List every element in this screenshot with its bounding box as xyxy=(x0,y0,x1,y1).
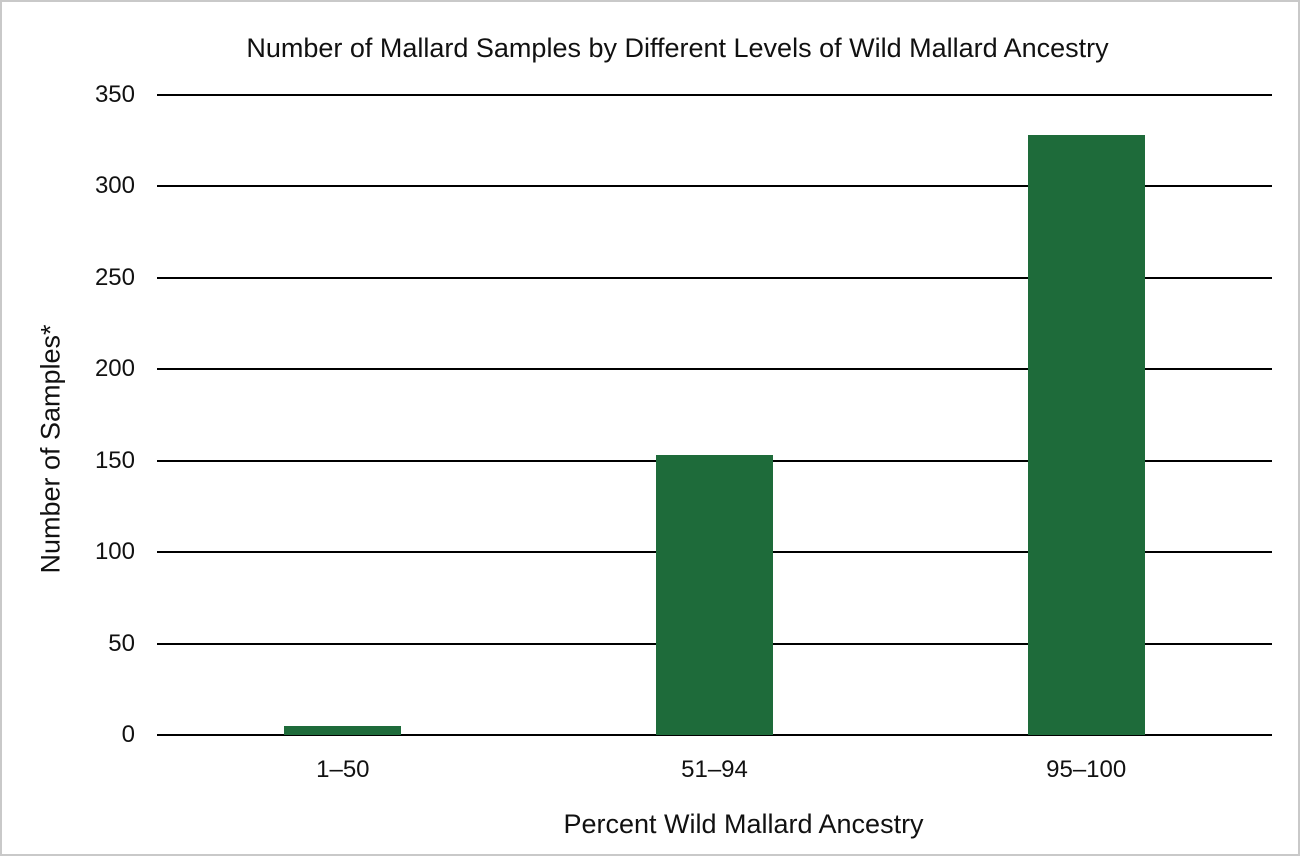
bar-slot xyxy=(529,95,901,735)
chart-title: Number of Mallard Samples by Different L… xyxy=(246,33,1109,63)
bar-slot xyxy=(900,95,1272,735)
y-tick-label: 300 xyxy=(94,172,135,200)
x-tick-label: 95–100 xyxy=(1046,756,1127,783)
gridline xyxy=(157,185,1272,188)
y-tick-label: 200 xyxy=(94,355,135,383)
bar-2 xyxy=(656,455,773,735)
bar-3 xyxy=(1027,135,1145,735)
gridline xyxy=(157,94,1272,96)
y-tick-label: 150 xyxy=(94,446,135,474)
bar-1 xyxy=(284,725,402,735)
x-tick-label: 1–50 xyxy=(316,756,370,783)
y-tick-label: 50 xyxy=(108,629,135,657)
gridline xyxy=(157,734,1272,736)
y-tick-label: 100 xyxy=(94,538,135,566)
y-axis-tick-labels: 0 50 100 150 200 250 300 350 xyxy=(2,81,135,748)
bar-series xyxy=(157,95,1272,735)
y-tick-label: 250 xyxy=(94,263,135,291)
plot-area xyxy=(157,94,1272,736)
x-axis-title: Percent Wild Mallard Ancestry xyxy=(563,809,924,839)
y-tick-label: 0 xyxy=(121,721,135,748)
gridline xyxy=(157,276,1272,279)
x-tick-label: 51–94 xyxy=(681,756,748,783)
bar-slot xyxy=(157,95,529,735)
x-axis-tick-labels: 1–50 51–94 95–100 xyxy=(157,755,1272,785)
y-tick-label: 350 xyxy=(94,81,135,108)
gridline xyxy=(157,368,1272,371)
